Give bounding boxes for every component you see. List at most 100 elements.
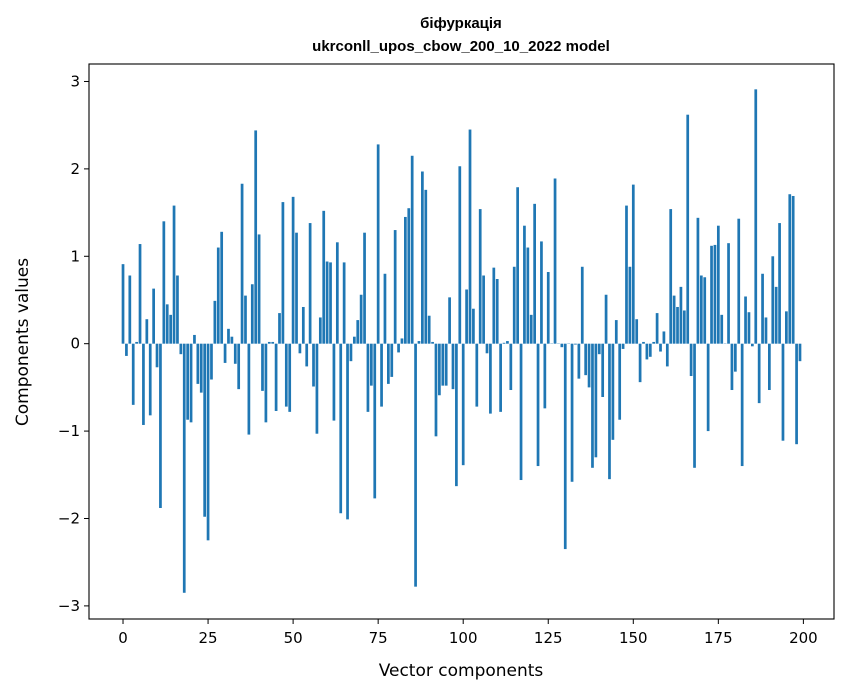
bar-39 [254, 130, 258, 344]
chart-title: біфуркація [420, 15, 502, 32]
bar-22 [196, 343, 200, 384]
bar-159 [662, 331, 666, 344]
bar-62 [332, 343, 336, 421]
bar-153 [642, 341, 645, 344]
bar-92 [434, 343, 438, 437]
bar-27 [213, 300, 217, 344]
bar-18 [182, 343, 186, 593]
bar-163 [676, 306, 679, 344]
bar-87 [417, 341, 421, 344]
bar-46 [278, 313, 281, 344]
bar-25 [206, 343, 210, 541]
bar-195 [785, 311, 788, 344]
bar-135 [580, 266, 584, 344]
bar-83 [404, 216, 407, 344]
bar-154 [645, 343, 649, 360]
bar-137 [587, 343, 591, 388]
bar-114 [509, 343, 513, 391]
bar-109 [492, 267, 496, 344]
bar-85 [410, 155, 414, 344]
y-axis-label: Components values [13, 258, 33, 426]
bar-127 [553, 178, 557, 344]
bar-145 [614, 320, 618, 344]
bar-73 [369, 343, 373, 386]
bar-6 [142, 343, 145, 425]
bar-55 [308, 223, 312, 344]
bar-157 [655, 313, 659, 344]
bar-155 [648, 343, 652, 357]
bar-26 [210, 343, 213, 380]
bar-7 [145, 319, 149, 344]
bar-4 [135, 341, 138, 344]
bar-198 [795, 343, 798, 445]
bar-63 [335, 242, 339, 344]
x-tick-label: 150 [619, 629, 648, 647]
bar-172 [706, 343, 710, 432]
bar-185 [750, 343, 754, 347]
bar-35 [240, 183, 244, 344]
bar-180 [733, 343, 737, 372]
x-tick-label: 50 [284, 629, 303, 647]
bar-37 [247, 343, 251, 435]
bar-136 [584, 343, 588, 376]
bar-179 [730, 343, 734, 391]
bar-2 [128, 275, 132, 344]
bar-104 [475, 343, 479, 407]
bar-124 [543, 343, 547, 409]
bar-49 [288, 343, 292, 412]
bar-93 [438, 343, 441, 396]
bar-51 [295, 232, 298, 344]
bar-59 [322, 210, 326, 344]
bar-60 [325, 261, 329, 344]
bar-40 [257, 234, 261, 344]
bar-105 [478, 209, 482, 344]
bar-116 [516, 187, 519, 344]
bar-50 [291, 196, 295, 344]
bar-29 [220, 231, 224, 344]
bar-140 [597, 343, 601, 355]
bar-86 [414, 343, 417, 587]
bar-192 [774, 286, 778, 344]
bar-96 [448, 297, 451, 344]
bar-80 [393, 230, 397, 344]
bar-191 [771, 256, 775, 344]
bar-17 [179, 343, 183, 355]
bar-90 [427, 315, 431, 344]
bar-3 [131, 343, 135, 405]
bar-38 [250, 284, 254, 344]
bar-168 [693, 343, 696, 468]
bar-112 [502, 342, 506, 344]
y-tick-label: 3 [70, 72, 80, 90]
bar-34 [237, 343, 241, 390]
bar-45 [274, 343, 278, 411]
y-axis-ticks: −3 −2 −1 0 1 2 3 [58, 72, 89, 615]
bar-189 [764, 317, 768, 344]
bar-141 [601, 343, 605, 397]
bar-115 [512, 266, 516, 344]
bar-156 [652, 341, 656, 344]
bar-28 [216, 247, 220, 344]
bar-138 [591, 343, 594, 468]
bar-197 [791, 195, 795, 344]
bar-142 [604, 294, 608, 344]
bar-193 [778, 223, 781, 344]
bar-56 [312, 343, 315, 387]
bar-95 [444, 343, 448, 386]
x-tick-label: 0 [118, 629, 128, 647]
x-axis-ticks: 0 25 50 75 100 125 150 175 200 [118, 619, 818, 647]
bar-107 [485, 343, 489, 354]
bar-162 [672, 295, 676, 344]
bar-52 [298, 343, 302, 354]
bar-174 [713, 244, 717, 344]
bar-134 [577, 343, 581, 379]
bar-76 [380, 343, 383, 407]
x-tick-label: 75 [369, 629, 388, 647]
bar-102 [468, 129, 472, 344]
bar-61 [329, 262, 332, 344]
bar-167 [689, 343, 693, 377]
bar-94 [441, 343, 445, 386]
bar-91 [431, 341, 434, 344]
bar-196 [788, 194, 792, 344]
bar-16 [176, 275, 179, 344]
